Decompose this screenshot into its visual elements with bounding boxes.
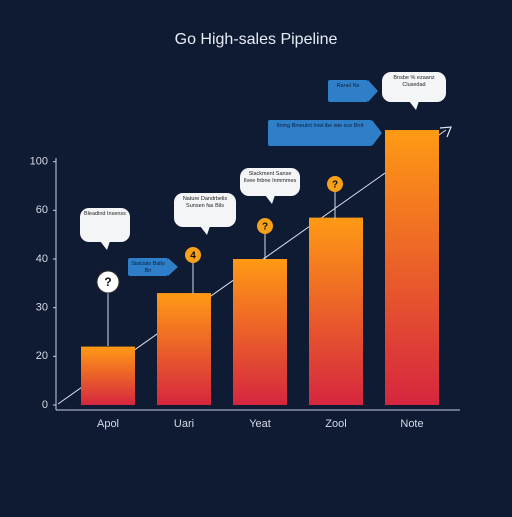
bar [233,259,287,405]
bar [81,346,135,405]
annotation: Ilnmg Bmeulnt Inwl ibe iste sce Bnit [276,123,364,129]
annotation-box: Slackment Sanse Ilvee fnbne Inmmmes [243,171,297,184]
y-tick-label: 0 [42,399,48,411]
annotation: ? [332,180,338,191]
annotation-tag [328,80,368,102]
y-tick-label: 60 [36,204,48,216]
bar [309,217,363,405]
bar [157,293,211,405]
annotation-marker [96,270,120,294]
annotation-bubble [382,72,446,102]
annotation: Sisicials Ballo Bir [131,261,165,273]
annotation-marker [327,176,343,192]
annotation: Bleadind Insenss [84,211,126,217]
annotation-bubble [240,168,300,196]
y-tick-label: 30 [36,302,48,314]
bubble-tail [100,241,110,250]
tag-arrow [372,120,382,146]
y-tick-label: 100 [30,156,48,168]
annotation: Slackment Sanse Ilvee fnbne Inmmmes [243,171,297,184]
y-tick-label: 20 [36,350,48,362]
bubble-tail [409,101,419,110]
annotation-tag [128,258,168,276]
x-tick-label: Uari [174,418,194,430]
annotation-box: Bleadind Insenss [84,211,126,217]
chart-title: Go High-sales Pipeline [175,31,338,48]
x-tick-label: Note [400,418,423,430]
annotation: ? [104,275,111,289]
annotation-bubble [80,208,130,242]
annotation: 4 [190,251,196,262]
annotation-tag [268,120,372,146]
annotation: Bnsbe % ezaanz Clusedad [393,75,435,88]
bubble-tail [200,226,210,235]
annotation-box: Nature Dandrbelis Sunsen fas Bils [182,196,228,209]
x-tick-label: Zool [325,418,346,430]
annotation-marker [257,218,273,234]
x-tick-label: Yeat [249,418,271,430]
trend-arrow [439,126,452,138]
annotation: Nature Dandrbelis Sunsen fas Bils [182,196,228,209]
y-tick-label: 40 [36,253,48,265]
annotation: ? [262,222,268,233]
annotation-box: Ilnmg Bmeulnt Inwl ibe iste sce Bnit [276,123,364,129]
tag-arrow [168,258,178,276]
bar [385,130,439,406]
annotation: Ranel Ns [336,83,360,89]
tag-arrow [368,80,378,102]
x-tick-label: Apol [97,418,119,430]
annotation-box: Sisicials Ballo Bir [131,261,165,273]
annotation-box: Ranel Ns [336,83,360,89]
bubble-tail [265,195,275,204]
annotation-box: Bnsbe % ezaanz Clusedad [393,75,435,88]
annotation-marker [185,247,201,263]
annotation-bubble [174,193,236,227]
